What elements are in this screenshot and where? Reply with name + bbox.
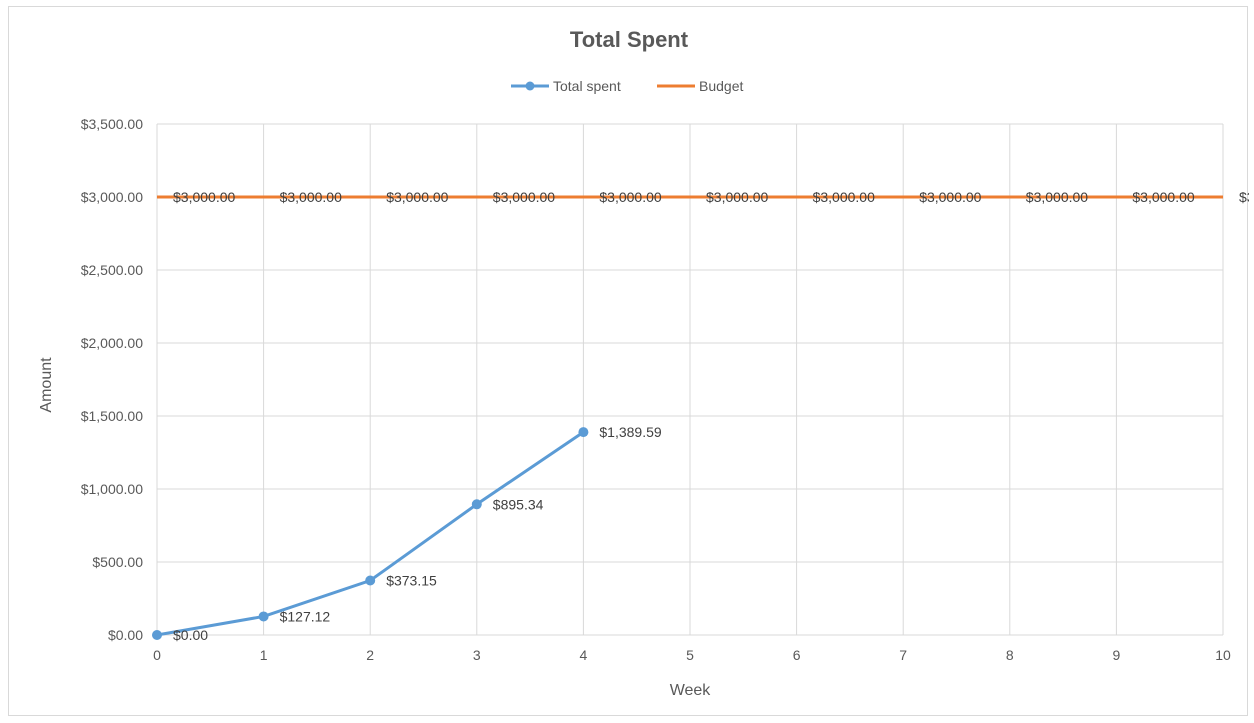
data-point-total-spent — [258, 611, 269, 622]
x-tick-label: 9 — [1113, 647, 1121, 663]
y-tick-label: $3,500.00 — [81, 116, 143, 132]
y-tick-label: $2,000.00 — [81, 335, 143, 351]
x-tick-label: 8 — [1006, 647, 1014, 663]
x-tick-label: 1 — [260, 647, 268, 663]
x-tick-label: 0 — [153, 647, 161, 663]
y-axis-title: Amount — [38, 357, 55, 413]
data-label-budget: $3,000.00 — [173, 189, 235, 205]
x-tick-label: 6 — [793, 647, 801, 663]
line-chart: Total Spent Total spent Budget Amount We… — [38, 27, 1249, 699]
y-tick-label: $500.00 — [92, 554, 143, 570]
x-tick-label: 2 — [366, 647, 374, 663]
data-label-budget: $3,000.00 — [1239, 189, 1249, 205]
y-tick-label: $1,000.00 — [81, 481, 143, 497]
legend-label-total-spent: Total spent — [553, 78, 621, 94]
data-label-budget: $3,000.00 — [1026, 189, 1088, 205]
data-label-total-spent: $127.12 — [280, 608, 331, 624]
y-tick-label: $0.00 — [108, 627, 143, 643]
legend: Total spent Budget — [511, 78, 743, 94]
gridlines — [156, 123, 1224, 636]
data-point-total-spent — [578, 427, 589, 438]
series — [152, 195, 1223, 640]
data-label-budget: $3,000.00 — [1132, 189, 1194, 205]
data-label-budget: $3,000.00 — [919, 189, 981, 205]
data-label-total-spent: $895.34 — [493, 496, 544, 512]
data-point-total-spent — [471, 499, 482, 510]
chart-area: Total Spent Total spent Budget Amount We… — [8, 6, 1249, 716]
data-label-total-spent: $0.00 — [173, 627, 208, 643]
y-tick-label: $3,000.00 — [81, 189, 143, 205]
axis-ticks: $0.00 $500.00 $1,000.00 $1,500.00 $2,000.00 $… — [81, 116, 1231, 663]
x-tick-label: 5 — [686, 647, 694, 663]
data-point-total-spent — [152, 630, 162, 640]
data-label-budget: $3,000.00 — [599, 189, 661, 205]
data-label-budget: $3,000.00 — [813, 189, 875, 205]
data-labels: $3,000.00 $3,000.00 $3,000.00 $3,000.00 $3,0… — [173, 189, 1249, 643]
data-label-budget: $3,000.00 — [386, 189, 448, 205]
chart-title: Total Spent — [570, 27, 689, 52]
x-tick-label: 4 — [580, 647, 588, 663]
data-label-total-spent: $1,389.59 — [599, 424, 661, 440]
x-tick-label: 7 — [899, 647, 907, 663]
data-label-budget: $3,000.00 — [493, 189, 555, 205]
x-tick-label: 10 — [1215, 647, 1231, 663]
x-axis-title: Week — [670, 682, 712, 699]
data-label-total-spent: $373.15 — [386, 573, 437, 589]
data-label-budget: $3,000.00 — [280, 189, 342, 205]
data-point-total-spent — [365, 575, 376, 586]
x-tick-label: 3 — [473, 647, 481, 663]
y-tick-label: $2,500.00 — [81, 262, 143, 278]
legend-marker-total-spent — [525, 81, 535, 91]
y-tick-label: $1,500.00 — [81, 408, 143, 424]
data-label-budget: $3,000.00 — [706, 189, 768, 205]
legend-label-budget: Budget — [699, 78, 743, 94]
